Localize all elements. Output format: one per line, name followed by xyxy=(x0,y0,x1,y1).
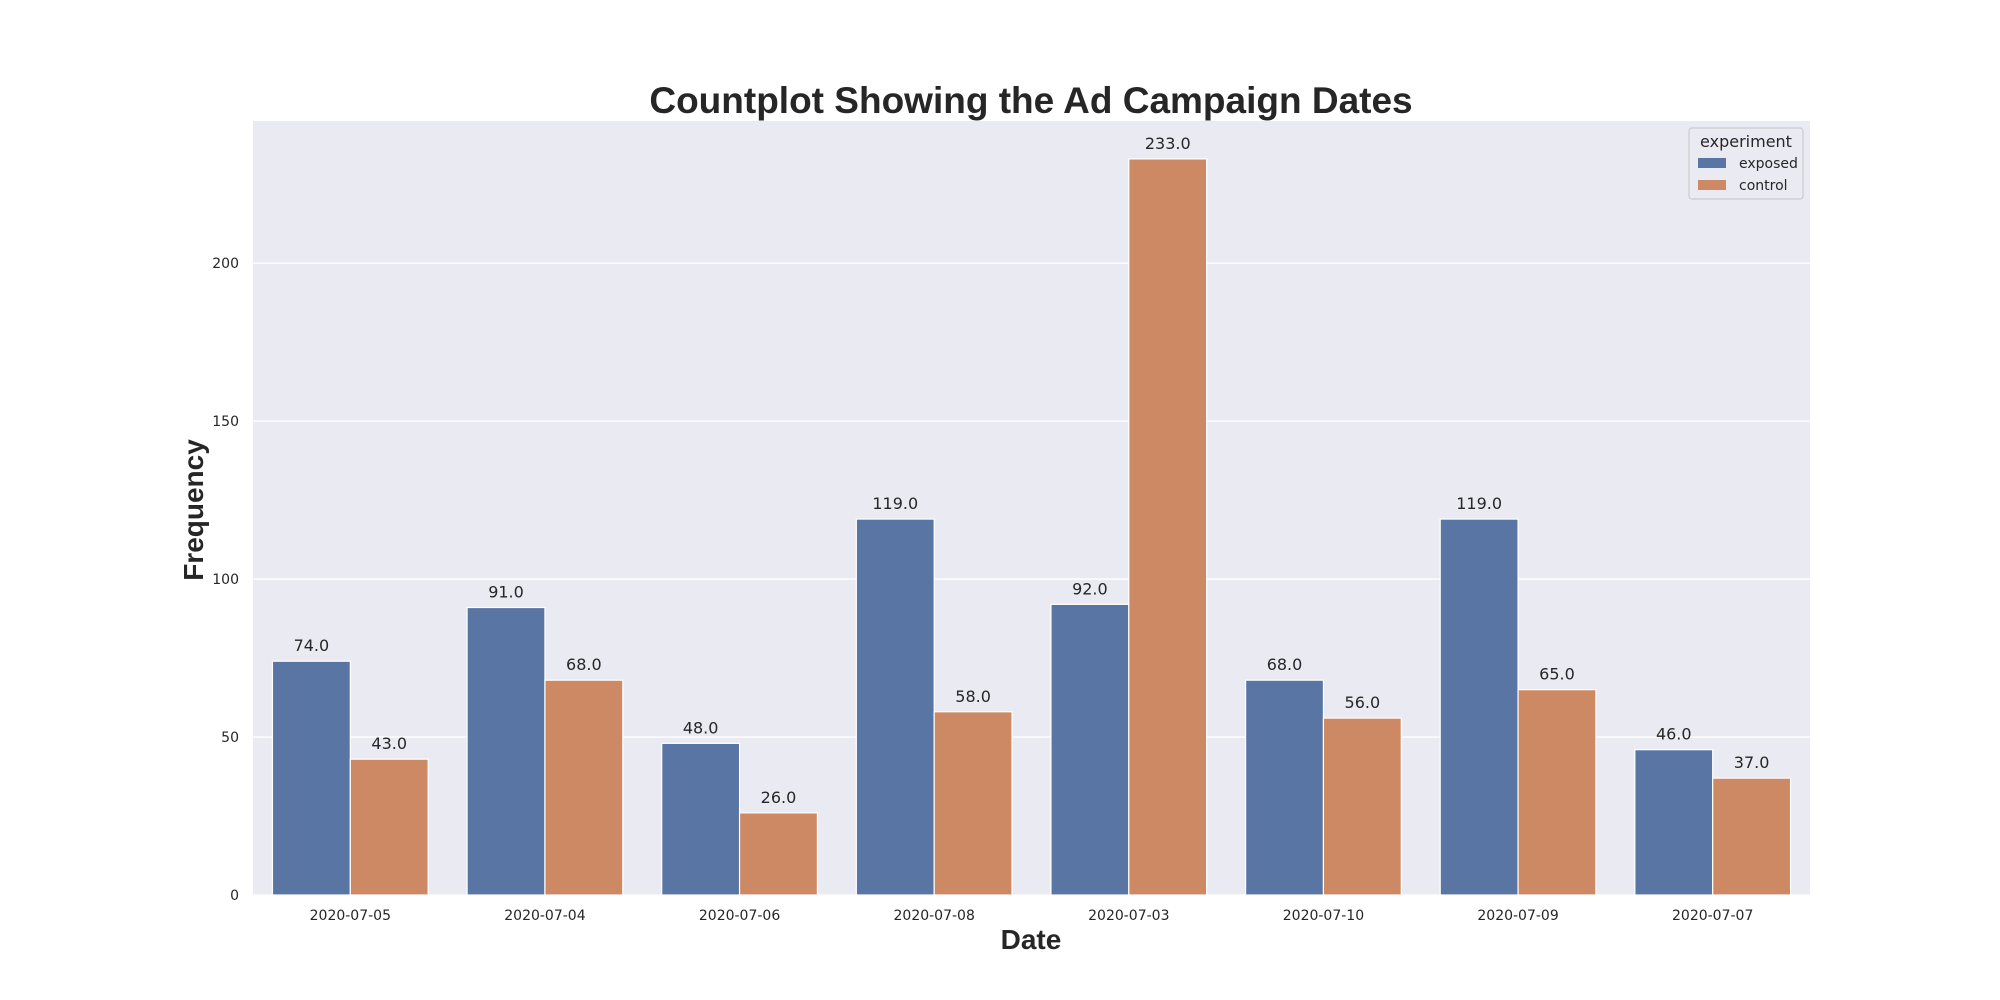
y-axis-title: Frequency xyxy=(178,439,209,581)
bar-value-label: 68.0 xyxy=(1267,655,1303,674)
x-tick-label: 2020-07-09 xyxy=(1477,908,1558,924)
bar-value-label: 37.0 xyxy=(1734,753,1770,772)
bar-exposed xyxy=(466,606,546,896)
x-tick-label: 2020-07-04 xyxy=(504,908,585,924)
bar-value-label: 91.0 xyxy=(488,583,524,602)
y-tick-label: 150 xyxy=(212,414,239,430)
x-tick-label: 2020-07-05 xyxy=(310,908,391,924)
bar-control xyxy=(544,679,624,896)
y-tick-label: 0 xyxy=(230,888,239,904)
y-tick-label: 50 xyxy=(221,730,239,746)
bar-exposed xyxy=(855,518,935,896)
bar-value-label: 43.0 xyxy=(371,734,407,753)
bar-exposed xyxy=(271,660,351,896)
bar-control xyxy=(933,711,1013,896)
bar-value-label: 92.0 xyxy=(1072,579,1108,598)
legend-label-exposed: exposed xyxy=(1739,156,1798,172)
legend-swatch-exposed xyxy=(1698,158,1726,168)
bar-value-label: 58.0 xyxy=(955,687,991,706)
bar-value-label: 65.0 xyxy=(1539,665,1575,684)
bar-labels: 74.0 43.0 91.0 68.0 48.0 26.0 119.0 58.0 92.0 233… xyxy=(294,134,1770,807)
bar-value-label: 233.0 xyxy=(1145,134,1191,153)
bar-control xyxy=(1128,158,1208,896)
legend: experiment exposed control xyxy=(1688,127,1804,200)
legend-swatch-control xyxy=(1698,180,1726,190)
legend-title: experiment xyxy=(1700,132,1792,151)
legend-label-control: control xyxy=(1739,178,1788,194)
bar-exposed xyxy=(1244,679,1325,896)
x-tick-label: 2020-07-07 xyxy=(1672,908,1753,924)
bar-control xyxy=(738,812,819,896)
bar-value-label: 48.0 xyxy=(683,718,719,737)
bar-value-label: 119.0 xyxy=(1456,494,1502,513)
x-tick-label: 2020-07-03 xyxy=(1088,908,1169,924)
x-tick-label: 2020-07-06 xyxy=(699,908,780,924)
bar-value-label: 46.0 xyxy=(1656,725,1692,744)
chart-title: Countplot Showing the Ad Campaign Dates xyxy=(649,80,1412,121)
bar-value-label: 74.0 xyxy=(294,636,330,655)
y-tick-label: 100 xyxy=(212,572,239,588)
y-tick-label: 200 xyxy=(212,256,239,272)
bar-exposed xyxy=(661,742,741,896)
bar-exposed xyxy=(1050,603,1130,896)
bar-value-label: 68.0 xyxy=(566,655,602,674)
bar-value-label: 26.0 xyxy=(761,788,797,807)
bar-value-label: 56.0 xyxy=(1345,693,1381,712)
bar-control xyxy=(1517,689,1597,896)
bars xyxy=(271,158,1792,896)
bar-exposed xyxy=(1634,749,1714,896)
x-axis-title: Date xyxy=(1001,924,1062,955)
x-tick-label: 2020-07-08 xyxy=(894,908,975,924)
bar-value-label: 119.0 xyxy=(872,494,918,513)
x-tick-label: 2020-07-10 xyxy=(1283,908,1364,924)
bar-control xyxy=(349,758,429,896)
bar-exposed xyxy=(1439,518,1519,896)
bar-control xyxy=(1712,777,1792,896)
bar-control xyxy=(1322,717,1402,896)
x-axis-ticks: 2020-07-05 2020-07-04 2020-07-06 2020-07-08… xyxy=(310,908,1754,924)
y-axis-ticks: 0 50 100 150 200 xyxy=(212,256,239,904)
